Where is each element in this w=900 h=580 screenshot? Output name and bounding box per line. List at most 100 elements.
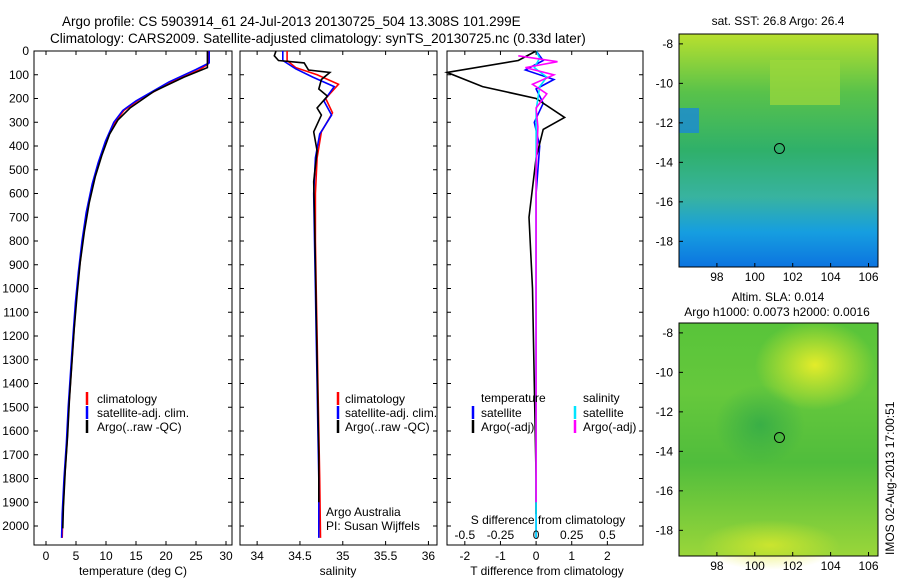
x-tick-label: 15 [129,549,143,563]
difference-legend: temperature satellite Argo(-adj) salinit… [471,391,636,434]
series-line-salinity-argo-adj- [518,55,558,503]
map-y-tick-label: -8 [662,326,673,340]
map-y-tick-label: -16 [656,195,674,209]
x-tick-label: 0 [43,549,50,563]
map-x-tick-label: 98 [710,559,724,573]
x-tick-label: -2 [459,549,470,563]
legend-heading-salinity: salinity [583,391,620,405]
t-diff-x-label: T difference from climatology [470,564,624,578]
map-y-tick-label: -12 [656,116,674,130]
series-line-argo-raw-qc- [62,51,209,529]
map-y-tick-label: -12 [656,405,674,419]
map-x-tick-label: 102 [783,559,803,573]
x-tick-label: 5 [73,549,80,563]
legend-label-satellite: satellite-adj. clim. [97,406,189,420]
difference-panel [446,50,644,546]
s-diff-tick-label: 0 [533,528,540,542]
legend-label-t-satellite: satellite [481,406,522,420]
sla-map-low-blob [715,385,805,465]
map-y-tick-label: -16 [656,484,674,498]
x-tick-label: 1 [568,549,575,563]
temperature-x-ticks: 0 5 10 15 20 25 30 [43,51,233,563]
s-diff-tick-label: -0.5 [454,528,475,542]
salinity-series [273,50,340,538]
map-x-tick-label: 104 [821,270,841,284]
map-x-tick-label: 100 [745,559,765,573]
map-y-tick-label: -18 [656,234,674,248]
x-tick-label: 35 [336,549,350,563]
x-tick-label: 0 [533,549,540,563]
sla-map-panel: Altim. SLA: 0.014 Argo h1000: 0.0073 h20… [656,290,879,573]
salinity-panel [239,50,438,546]
legend-label-satellite: satellite-adj. clim. [345,406,437,420]
salinity-annotation-line2: PI: Susan Wijffels [326,519,420,533]
salinity-legend: climatology satellite-adj. clim. Argo(..… [336,392,437,434]
temperature-panel [33,50,233,546]
map-x-tick-label: 106 [859,270,879,284]
depth-tick-label: 0 [22,44,29,58]
sst-map-frame [678,33,879,268]
map-x-tick-label: 98 [710,270,724,284]
x-tick-label: 20 [159,549,173,563]
sst-map-cool-patch [679,108,699,133]
depth-tick-label: 1500 [2,400,29,414]
depth-tick-label: 800 [9,234,29,248]
s-diff-tick-label: -0.25 [487,528,515,542]
legend-label-argo: Argo(..raw -QC) [97,420,182,434]
series-line-temperature-argo-adj- [444,50,567,515]
salinity-x-ticks: 34 34.5 35 35.5 36 [250,51,435,563]
depth-tick-label: 1900 [2,495,29,509]
t-difference-x-ticks: -2 -1 0 1 2 [459,51,611,563]
depth-tick-label: 2000 [2,519,29,533]
sla-map-subtitle: Argo h1000: 0.0073 h2000: 0.0016 [684,305,870,319]
map-y-tick-label: -14 [656,155,674,169]
legend-label-argo: Argo(..raw -QC) [345,420,430,434]
map-x-tick-label: 104 [821,559,841,573]
legend-label-s-argo: Argo(-adj) [583,420,636,434]
depth-tick-label: 900 [9,258,29,272]
series-line-argo-raw-qc- [273,50,332,503]
x-tick-label: 35.5 [374,549,398,563]
map-y-tick-label: -14 [656,444,674,458]
sst-map-panel: sat. SST: 26.8 Argo: 26.4 98 100 102 104 106… [656,14,879,284]
legend-label-s-satellite: satellite [583,406,624,420]
depth-tick-label: 1000 [2,282,29,296]
map-x-tick-label: 100 [745,270,765,284]
salinity-plot-frame [239,50,438,546]
series-line-satellite-adj-clim- [60,51,210,538]
x-tick-label: -1 [495,549,506,563]
depth-tick-labels: 0 100 200 300 400 500 600 700 800 900 1000 1100 1200… [2,44,643,533]
depth-tick-label: 1600 [2,424,29,438]
difference-plot-frame [446,50,644,546]
sla-map-title: Altim. SLA: 0.014 [732,290,825,304]
sla-map-high-blob [755,320,875,410]
depth-tick-label: 1100 [3,305,29,319]
salinity-x-label: salinity [320,564,357,578]
s-diff-tick-label: 0.25 [560,528,584,542]
map-y-tick-label: -10 [656,365,674,379]
legend-label-t-argo: Argo(-adj) [481,420,534,434]
temperature-series [60,51,210,538]
timestamp-stamp: IMOS 02-Aug-2013 17:00:51 [883,401,897,555]
map-y-tick-label: -10 [656,76,674,90]
depth-tick-label: 300 [9,115,29,129]
depth-tick-label: 600 [9,187,29,201]
map-y-tick-label: -18 [656,523,674,537]
temperature-plot-frame [33,50,233,546]
s-difference-x-ticks: -0.5 -0.25 0 0.25 0.5 [454,528,616,542]
depth-tick-label: 1400 [2,377,29,391]
x-tick-label: 10 [99,549,113,563]
map-x-tick-label: 102 [783,270,803,284]
figure-title-line1: Argo profile: CS 5903914_61 24-Jul-2013 … [62,14,521,29]
depth-tick-label: 1200 [2,329,29,343]
s-diff-tick-label: 0.5 [599,528,616,542]
temperature-legend: climatology satellite-adj. clim. Argo(..… [85,392,189,434]
sla-map-overlay: 98 100 102 104 106 -8 -10 -12 -14 -16 -18 [656,326,879,573]
sst-map-warm-patch [770,60,840,105]
depth-tick-label: 1700 [2,448,29,462]
figure-title-line2: Climatology: CARS2009. Satellite-adjuste… [50,31,586,46]
s-diff-x-label: S difference from climatology [471,513,626,527]
sst-map-overlay: 98 100 102 104 106 -8 -10 -12 -14 -16 -18 [656,37,879,284]
x-tick-label: 2 [604,549,611,563]
sla-map-frame [678,322,879,557]
